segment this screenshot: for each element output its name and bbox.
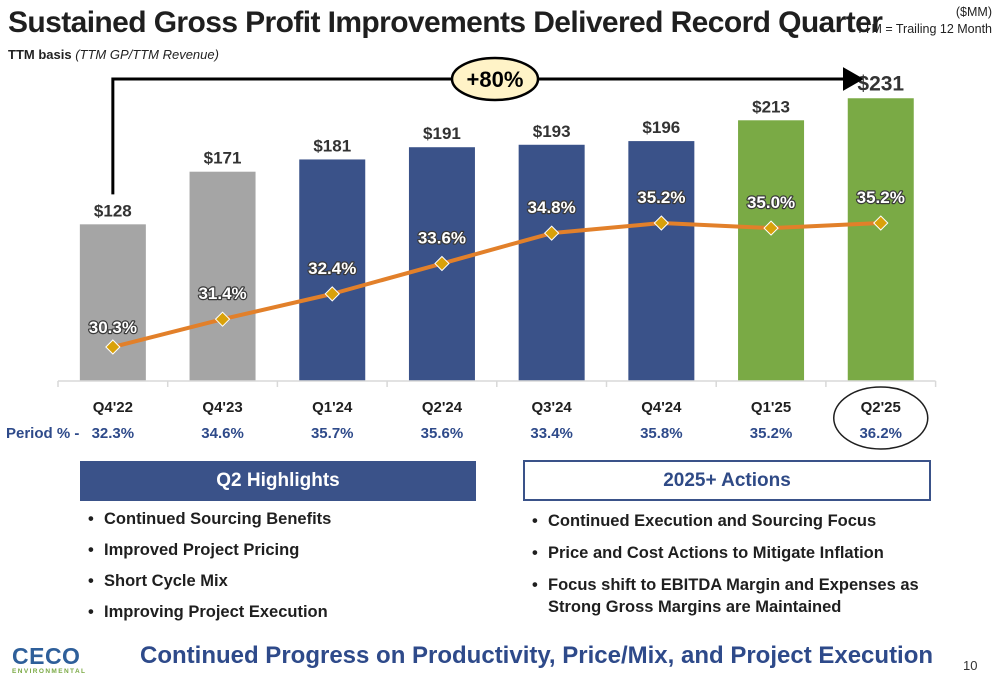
period-value: 35.6%	[420, 425, 464, 442]
x-tick-label: Q2'25	[861, 399, 901, 416]
bar-value-label: $193	[533, 122, 571, 141]
highlight-item: Continued Sourcing Benefits	[86, 510, 331, 541]
period-value: 32.3%	[91, 425, 135, 442]
logo-wordmark: CECO	[12, 643, 81, 669]
growth-label: +80%	[467, 67, 524, 92]
x-tick-label: Q1'25	[751, 399, 791, 416]
margin-value-label: 35.0%	[747, 193, 795, 212]
x-tick-label: Q2'24	[422, 399, 463, 416]
x-tick-label: Q4'23	[202, 399, 242, 416]
margin-value-label: 35.2%	[637, 188, 685, 207]
bar	[189, 171, 256, 381]
period-label: Period % -	[6, 425, 80, 442]
margin-value-label: 30.3%	[89, 318, 137, 337]
x-tick-label: Q4'24	[641, 399, 682, 416]
highlight-item: Improving Project Execution	[86, 603, 331, 634]
q2-highlights-header: Q2 Highlights	[80, 461, 476, 501]
margin-point	[543, 225, 560, 241]
gross-profit-chart: Q4'22 Q4'23 Q1'24 Q2'24 Q3'24 Q4'24 Q1'25 Q2'25…	[57, 56, 937, 450]
subtitle-formula: (TTM GP/TTM Revenue)	[75, 47, 219, 62]
bar	[738, 120, 805, 382]
actions-list: Continued Execution and Sourcing Focus P…	[530, 510, 930, 628]
bar	[299, 159, 366, 381]
bar	[847, 98, 914, 382]
action-item: Focus shift to EBITDA Margin and Expense…	[530, 574, 930, 618]
bar	[518, 144, 585, 381]
bar-value-label: $181	[313, 136, 351, 155]
highlight-circle	[833, 386, 929, 450]
action-item: Price and Cost Actions to Mitigate Infla…	[530, 542, 930, 564]
margin-value-label: 34.8%	[528, 198, 576, 217]
bar	[628, 141, 695, 381]
period-row: Period % - 32.3% 34.6% 35.7% 35.6% 33.4%…	[0, 425, 1000, 445]
margin-point	[214, 311, 231, 327]
margin-point	[763, 220, 779, 236]
actions-header: 2025+ Actions	[523, 460, 931, 501]
period-value: 35.8%	[640, 425, 683, 442]
action-item: Continued Execution and Sourcing Focus	[530, 510, 930, 532]
units-label: ($MM)	[955, 5, 992, 19]
subtitle-basis: TTM basis	[8, 47, 72, 62]
growth-arrow	[111, 67, 864, 195]
units-note: ($MM) TTM = Trailing 12 Month	[856, 4, 992, 38]
slide-title: Sustained Gross Profit Improvements Deli…	[8, 6, 883, 39]
bar-value-label: $191	[423, 124, 461, 143]
margin-point	[434, 255, 450, 272]
margin-value-label: 33.6%	[418, 229, 466, 248]
company-logo: CECO ENVIRONMENTAL	[12, 644, 86, 676]
bar-value-label: $128	[94, 201, 132, 220]
margin-value-label: 31.4%	[198, 284, 246, 303]
bar-value-label: $231	[857, 72, 904, 95]
bar-value-label: $213	[752, 97, 790, 116]
margin-point	[324, 286, 340, 302]
margin-point	[105, 339, 121, 355]
highlight-item: Short Cycle Mix	[86, 572, 331, 603]
margin-point	[873, 215, 889, 231]
page-number: 10	[963, 658, 978, 673]
bar-value-label: $196	[642, 118, 680, 137]
period-value: 33.4%	[530, 425, 573, 442]
margin-value-label: 32.4%	[308, 259, 356, 278]
highlight-item: Improved Project Pricing	[86, 541, 331, 572]
margin-trend-line	[112, 221, 881, 349]
footer-message: Continued Progress on Productivity, Pric…	[140, 642, 934, 669]
slide-subtitle: TTM basis (TTM GP/TTM Revenue)	[8, 47, 219, 62]
margin-value-label: 35.2%	[857, 188, 905, 207]
q2-highlights-list: Continued Sourcing Benefits Improved Pro…	[86, 510, 331, 634]
period-value: 35.2%	[749, 425, 793, 442]
margin-point	[653, 215, 670, 231]
period-value: 34.6%	[201, 425, 244, 442]
period-value: 36.2%	[859, 425, 903, 442]
x-tick-label: Q4'22	[93, 399, 133, 416]
bar-value-label: $171	[204, 149, 242, 168]
x-tick-label: Q1'24	[312, 399, 353, 416]
bar	[79, 224, 146, 381]
period-value: 35.7%	[310, 425, 354, 442]
x-tick-label: Q3'24	[532, 399, 573, 416]
logo-tagline: ENVIRONMENTAL	[12, 668, 87, 675]
ttm-definition: TTM = Trailing 12 Month	[856, 22, 992, 36]
growth-badge	[450, 56, 540, 102]
